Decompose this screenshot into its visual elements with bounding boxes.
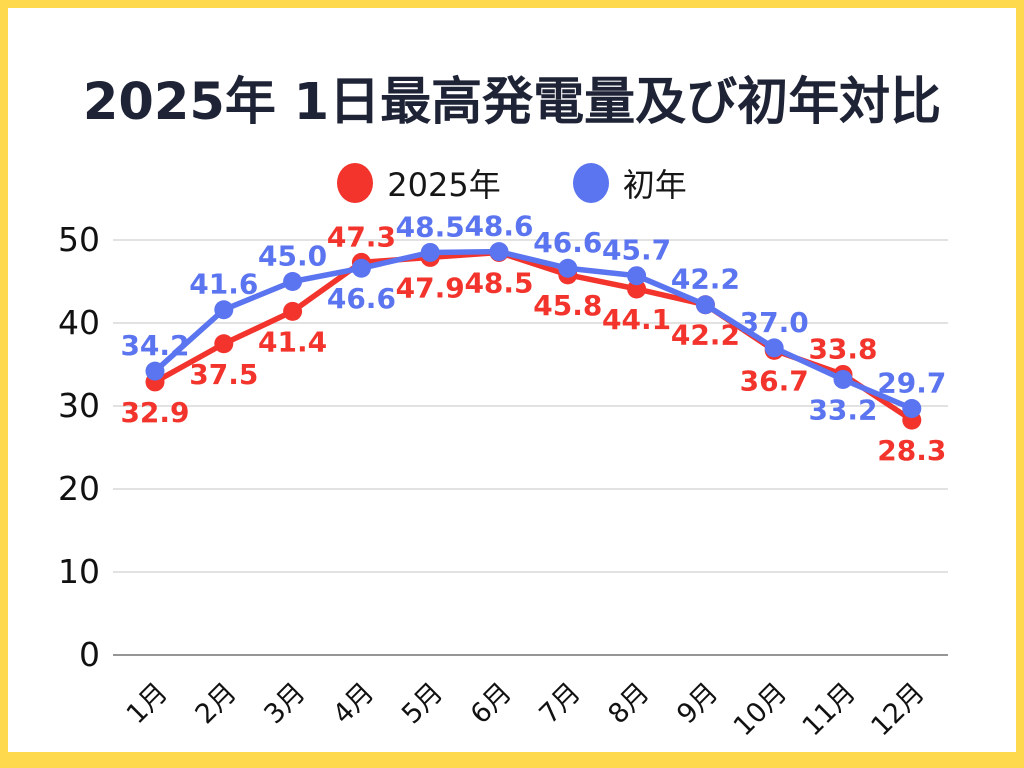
chart-legend: 2025年 初年 [8,160,1016,206]
legend-label-2025: 2025年 [387,166,501,204]
legend-item-first-year: 初年 [572,160,687,206]
page-title: 2025年 1日最高発電量及び初年対比 [82,73,942,132]
legend-item-2025: 2025年 [337,160,501,206]
legend-dot-first-year-icon [572,163,609,203]
legend-label-first-year: 初年 [622,166,687,204]
chart-card: 2025年 1日最高発電量及び初年対比 2025年 初年 [8,8,1016,752]
legend-dot-2025-icon [337,163,374,203]
